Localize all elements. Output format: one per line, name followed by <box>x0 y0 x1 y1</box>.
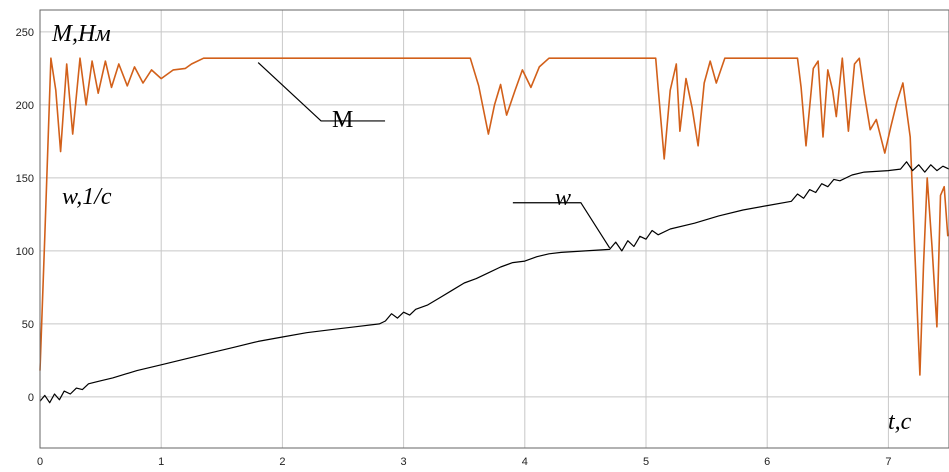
x-tick-label: 6 <box>764 456 770 468</box>
leader-line-w <box>512 202 611 249</box>
x-tick-label: 3 <box>401 456 407 468</box>
series-label-w: w <box>555 185 571 211</box>
plot-area-background <box>40 10 949 448</box>
series-line-w <box>39 161 949 404</box>
y-tick-label: 50 <box>22 319 34 331</box>
series-layer <box>39 57 949 404</box>
series-line-m <box>39 57 949 376</box>
y-tick-label: 100 <box>16 246 34 258</box>
time-axis-label: t,c <box>888 409 912 435</box>
y-tick-label: 0 <box>28 392 34 404</box>
x-tick-label: 2 <box>279 456 285 468</box>
series-label-m: M <box>332 107 353 133</box>
y-tick-label: 250 <box>16 27 34 39</box>
x-tick-label: 4 <box>522 456 528 468</box>
grid-lines <box>40 10 949 448</box>
x-tick-label: 0 <box>37 456 43 468</box>
y-tick-label: 150 <box>16 173 34 185</box>
series-leaders <box>257 62 611 249</box>
plot-frame <box>39 9 949 449</box>
torque-axis-label: M,Нм <box>51 21 111 47</box>
x-tick-label: 5 <box>643 456 649 468</box>
x-tick-label: 7 <box>885 456 891 468</box>
leader-line-m <box>257 62 386 122</box>
x-tick-label: 1 <box>158 456 164 468</box>
speed-axis-label: w,1/c <box>62 184 112 210</box>
axis-ticks: 0 1 2 3 4 5 6 7 0 50 100 150 200 250 <box>16 27 892 468</box>
y-tick-label: 200 <box>16 100 34 112</box>
